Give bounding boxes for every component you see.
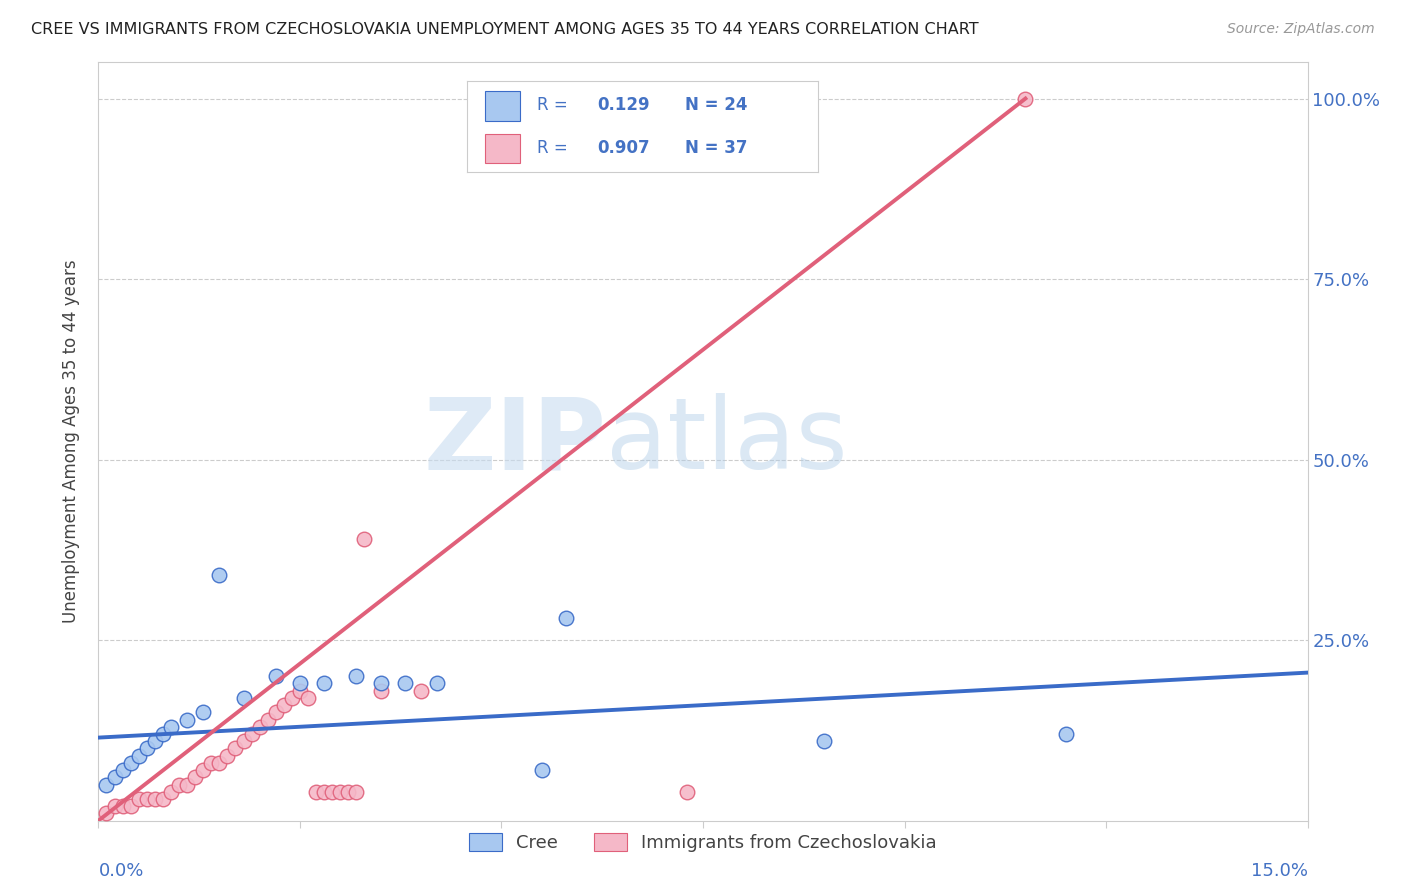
- Point: [1014, 91, 1036, 105]
- Point: [273, 698, 295, 712]
- Point: [167, 778, 190, 792]
- Point: [176, 778, 198, 792]
- Point: [160, 720, 183, 734]
- Point: [232, 734, 254, 748]
- Point: [103, 770, 125, 784]
- Point: [256, 713, 278, 727]
- Point: [120, 756, 142, 770]
- Point: [344, 785, 367, 799]
- Point: [96, 806, 118, 821]
- Text: Source: ZipAtlas.com: Source: ZipAtlas.com: [1227, 22, 1375, 37]
- Point: [240, 727, 263, 741]
- Point: [394, 676, 416, 690]
- Point: [176, 713, 198, 727]
- Point: [1054, 727, 1077, 741]
- Point: [370, 683, 392, 698]
- Point: [120, 799, 142, 814]
- Point: [329, 785, 352, 799]
- Point: [264, 706, 287, 720]
- Point: [143, 792, 166, 806]
- Point: [353, 532, 375, 546]
- Point: [208, 568, 231, 582]
- Point: [337, 785, 360, 799]
- Point: [208, 756, 231, 770]
- Point: [288, 676, 311, 690]
- Point: [184, 770, 207, 784]
- Y-axis label: Unemployment Among Ages 35 to 44 years: Unemployment Among Ages 35 to 44 years: [62, 260, 80, 624]
- Point: [409, 683, 432, 698]
- Point: [321, 785, 343, 799]
- Point: [305, 785, 328, 799]
- Point: [160, 785, 183, 799]
- Point: [143, 734, 166, 748]
- Point: [96, 778, 118, 792]
- Text: 15.0%: 15.0%: [1250, 863, 1308, 880]
- Point: [264, 669, 287, 683]
- Text: atlas: atlas: [606, 393, 848, 490]
- Point: [135, 741, 157, 756]
- Point: [111, 763, 134, 777]
- Point: [152, 727, 174, 741]
- Point: [676, 785, 699, 799]
- Point: [193, 706, 215, 720]
- Point: [217, 748, 239, 763]
- Text: ZIP: ZIP: [423, 393, 606, 490]
- Point: [224, 741, 246, 756]
- Point: [232, 690, 254, 705]
- Legend: Cree, Immigrants from Czechoslovakia: Cree, Immigrants from Czechoslovakia: [460, 823, 946, 861]
- Point: [288, 683, 311, 698]
- Point: [555, 611, 578, 625]
- Point: [813, 734, 835, 748]
- Point: [281, 690, 304, 705]
- Point: [530, 763, 553, 777]
- Point: [314, 676, 336, 690]
- Point: [103, 799, 125, 814]
- Point: [193, 763, 215, 777]
- Point: [111, 799, 134, 814]
- Point: [128, 748, 150, 763]
- Point: [135, 792, 157, 806]
- Point: [249, 720, 271, 734]
- Point: [200, 756, 222, 770]
- Point: [128, 792, 150, 806]
- Point: [370, 676, 392, 690]
- Point: [314, 785, 336, 799]
- Point: [344, 669, 367, 683]
- Point: [426, 676, 449, 690]
- Text: CREE VS IMMIGRANTS FROM CZECHOSLOVAKIA UNEMPLOYMENT AMONG AGES 35 TO 44 YEARS CO: CREE VS IMMIGRANTS FROM CZECHOSLOVAKIA U…: [31, 22, 979, 37]
- Point: [152, 792, 174, 806]
- Text: 0.0%: 0.0%: [98, 863, 143, 880]
- Point: [297, 690, 319, 705]
